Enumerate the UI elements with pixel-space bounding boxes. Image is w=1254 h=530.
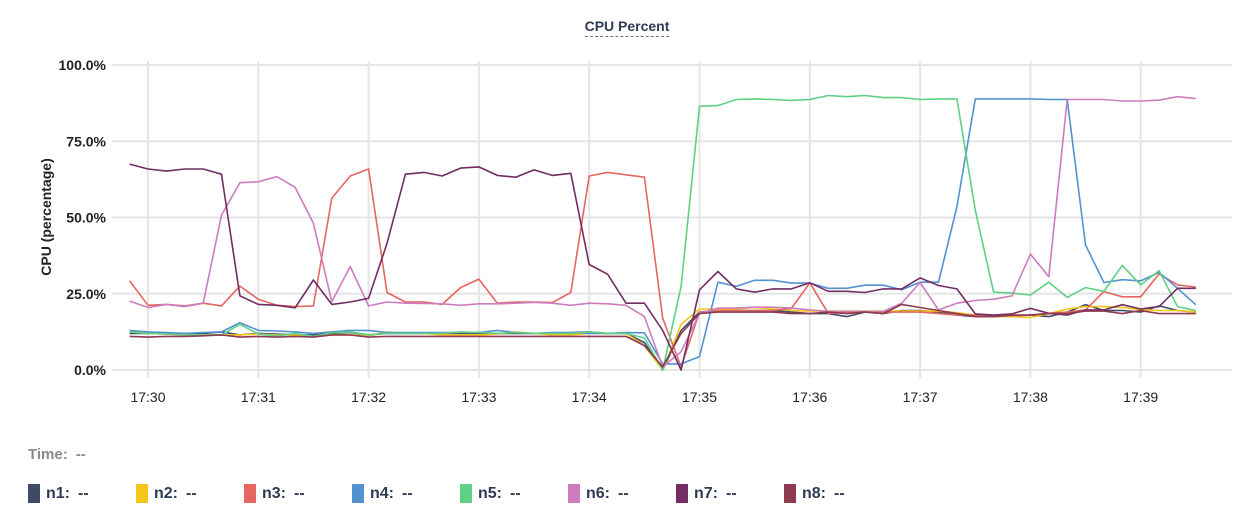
legend-value: -- xyxy=(78,484,89,502)
legend-item-n2[interactable]: n2: -- xyxy=(136,484,244,503)
legend-value: -- xyxy=(726,484,737,502)
x-tick-label: 17:30 xyxy=(130,389,165,405)
chart-title-wrap: CPU Percent xyxy=(0,18,1254,37)
legend-value: -- xyxy=(510,484,521,502)
x-tick-label: 17:35 xyxy=(682,389,717,405)
legend-label: n2: xyxy=(154,484,178,502)
y-tick-label: 50.0% xyxy=(66,210,106,226)
cpu-line-chart[interactable]: 0.0% 25.0% 50.0% 75.0% 100.0% 17:30 17:31 17:32… xyxy=(0,0,1254,430)
x-tick-label: 17:36 xyxy=(792,389,827,405)
legend-item-n8[interactable]: n8: -- xyxy=(784,484,892,503)
legend-label: n5: xyxy=(478,484,502,502)
series-line-n5[interactable] xyxy=(129,94,1196,371)
x-tick-label: 17:39 xyxy=(1123,389,1158,405)
legend-swatch xyxy=(244,484,256,503)
legend-label: n8: xyxy=(802,484,826,502)
x-tick-label: 17:34 xyxy=(572,389,607,405)
legend-label: n7: xyxy=(694,484,718,502)
y-tick-label: 0.0% xyxy=(74,362,106,378)
series-line-n7[interactable] xyxy=(129,163,1196,371)
series-line-n4[interactable] xyxy=(129,98,1197,365)
legend-label: n4: xyxy=(370,484,394,502)
y-tick-label: 25.0% xyxy=(66,286,106,302)
legend-swatch xyxy=(352,484,364,503)
legend-value: -- xyxy=(402,484,413,502)
legend-swatch xyxy=(460,484,472,503)
legend-value: -- xyxy=(294,484,305,502)
legend-value: -- xyxy=(618,484,629,502)
legend-label: n6: xyxy=(586,484,610,502)
x-tick-label: 17:31 xyxy=(241,389,276,405)
legend-item-n1[interactable]: n1: -- xyxy=(28,484,136,503)
time-value: -- xyxy=(75,446,86,463)
legend-label: n3: xyxy=(262,484,286,502)
x-tick-label: 17:33 xyxy=(461,389,496,405)
series-line-n6[interactable] xyxy=(129,95,1196,368)
series-line-n8[interactable] xyxy=(129,303,1196,368)
legend-item-n5[interactable]: n5: -- xyxy=(460,484,568,503)
legend-item-n7[interactable]: n7: -- xyxy=(676,484,784,503)
x-tick-label: 17:38 xyxy=(1013,389,1048,405)
y-tick-label: 100.0% xyxy=(59,57,107,73)
chart-title[interactable]: CPU Percent xyxy=(584,18,670,37)
legend-swatch xyxy=(136,484,148,503)
legend-swatch xyxy=(784,484,796,503)
legend-swatch xyxy=(28,484,40,503)
time-readout: Time: -- xyxy=(28,446,86,463)
y-tick-label: 75.0% xyxy=(66,133,106,149)
legend-item-n3[interactable]: n3: -- xyxy=(244,484,352,503)
legend-value: -- xyxy=(186,484,197,502)
legend-label: n1: xyxy=(46,484,70,502)
legend-swatch xyxy=(676,484,688,503)
legend-value: -- xyxy=(834,484,845,502)
legend-item-n4[interactable]: n4: -- xyxy=(352,484,460,503)
y-axis-label: CPU (percentage) xyxy=(38,158,54,275)
x-tick-label: 17:37 xyxy=(903,389,938,405)
legend: n1: -- n2: -- n3: -- n4: -- n5: -- n6: -- n7: -- n8: -- xyxy=(28,484,892,503)
time-label: Time: xyxy=(28,446,68,463)
legend-item-n6[interactable]: n6: -- xyxy=(568,484,676,503)
x-tick-label: 17:32 xyxy=(351,389,386,405)
legend-swatch xyxy=(568,484,580,503)
